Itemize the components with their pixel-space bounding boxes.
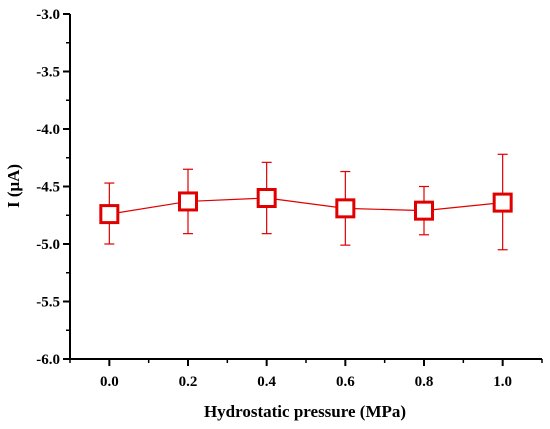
axes-group: -3.0 -3.5 -4.0 -4.5 -5.0 -5.5 -6.0 0.0 0.2 0.4 0.6… bbox=[36, 7, 543, 390]
y-tick-label: -4.5 bbox=[36, 180, 60, 196]
series-line bbox=[109, 197, 503, 215]
x-tick-label: 0.0 bbox=[100, 374, 119, 390]
y-tick-label: -5.5 bbox=[36, 295, 60, 311]
x-tick-label: 0.4 bbox=[257, 374, 276, 390]
y-tick-label: -5.0 bbox=[36, 237, 60, 253]
y-tick-label: -3.0 bbox=[36, 7, 60, 23]
data-point-marker bbox=[99, 204, 120, 225]
y-tick-label: -6.0 bbox=[36, 352, 60, 368]
y-tick-label: -3.5 bbox=[36, 65, 60, 81]
x-tick-label: 0.6 bbox=[336, 374, 355, 390]
data-point-marker bbox=[414, 200, 434, 221]
data-point-marker bbox=[492, 192, 513, 213]
x-tick-label: 1.0 bbox=[493, 374, 512, 390]
plot-group bbox=[99, 153, 513, 251]
x-axis-title: Hydrostatic pressure (MPa) bbox=[204, 402, 406, 421]
data-point-marker bbox=[335, 198, 356, 219]
x-tick-label: 0.8 bbox=[415, 374, 434, 390]
data-point-marker bbox=[256, 188, 277, 208]
x-tick-label: 0.2 bbox=[179, 374, 198, 390]
y-tick-label: -4.0 bbox=[36, 122, 60, 138]
y-axis-title: I (μA) bbox=[4, 164, 23, 208]
data-point-marker bbox=[178, 191, 198, 212]
